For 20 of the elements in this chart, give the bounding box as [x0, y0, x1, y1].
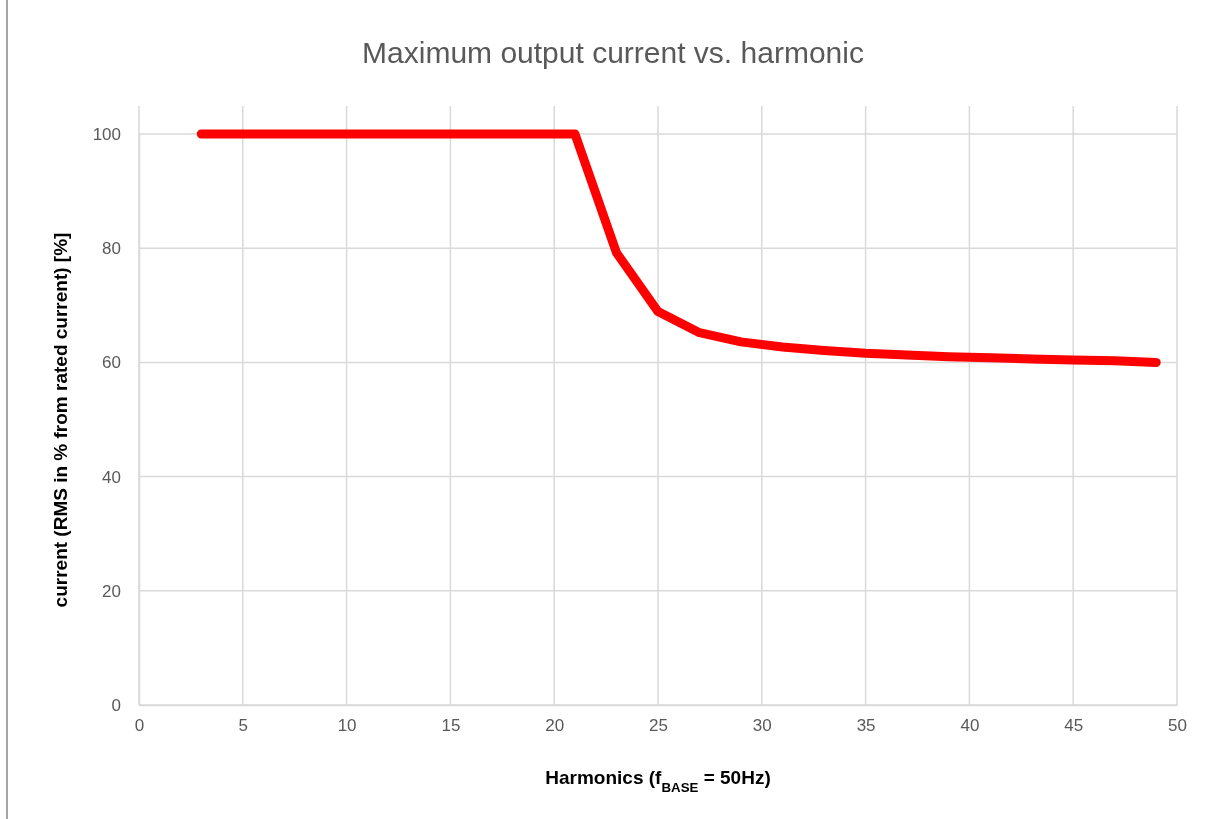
x-tick-label: 30	[752, 716, 772, 736]
y-axis-title: current (RMS in % from rated current) [%]	[50, 232, 71, 608]
chart-title: Maximum output current vs. harmonic	[362, 36, 864, 69]
x-tick-label: 5	[238, 716, 249, 736]
x-tick-label: 35	[856, 716, 876, 736]
x-tick-label: 20	[545, 716, 565, 736]
y-tick-label: 20	[102, 581, 121, 601]
x-tick-label: 45	[1064, 716, 1084, 736]
y-tick-label: 0	[111, 695, 121, 715]
x-tick-label: 0	[134, 716, 145, 736]
x-tick-label: 25	[649, 716, 668, 736]
x-tick-label: 10	[337, 716, 357, 736]
x-tick-label: 50	[1168, 716, 1187, 736]
y-tick-label: 60	[102, 353, 121, 373]
x-tick-label: 15	[441, 716, 461, 736]
x-axis-title: Harmonics (f$_{BASE}$ = 50Hz)	[545, 767, 771, 795]
x-tick-label: 40	[960, 716, 980, 736]
y-tick-label: 80	[102, 239, 121, 259]
y-tick-label: 40	[102, 467, 121, 487]
y-tick-label: 100	[92, 124, 121, 144]
